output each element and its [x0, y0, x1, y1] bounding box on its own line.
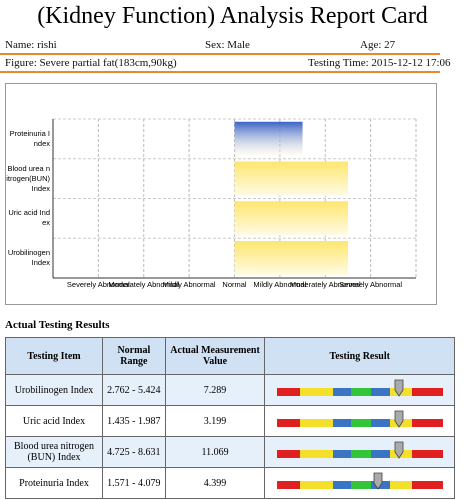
gauge-segment	[332, 418, 351, 427]
gauge-marker	[373, 472, 383, 490]
table-cell: 1.435 - 1.987	[101, 405, 166, 437]
figure: Figure: Severe partial fat(183cm,90kg)	[5, 57, 177, 69]
gauge-segment	[389, 480, 412, 489]
table-cell: 4.725 - 8.631	[101, 436, 166, 468]
gauge-segment	[350, 449, 371, 458]
y-tick-label: Urobilinogen Index	[7, 248, 50, 268]
result-cell	[264, 405, 455, 437]
result-cell	[264, 467, 455, 499]
gauge-segment	[299, 418, 333, 427]
bar	[234, 201, 348, 236]
result-cell	[264, 374, 455, 406]
table-cell: 3.199	[164, 405, 266, 437]
name: Name: rishi	[5, 39, 57, 51]
divider	[0, 71, 440, 73]
table-row: Proteinuria Index 1.571 - 4.079 4.399	[5, 467, 455, 499]
gauge-segment	[350, 480, 371, 489]
gauge-marker	[394, 379, 404, 397]
result-gauge	[276, 441, 443, 459]
column-header: Testing Result	[264, 337, 455, 375]
x-tick-label: Normal	[222, 280, 247, 289]
table-cell: Uric acid Index	[5, 405, 103, 437]
gauge-segment	[332, 387, 351, 396]
age: Age: 27	[360, 39, 396, 51]
gauge-marker	[394, 441, 404, 459]
gauge-segment	[276, 449, 300, 458]
table-row: Urobilinogen Index 2.762 - 5.424 7.289	[5, 374, 455, 406]
y-tick-label: Blood urea nitrogen(BUN) Index	[6, 163, 50, 193]
chart-box: Severely Abnormal Moderately Abnormal Mild…	[5, 83, 437, 305]
gauge-marker	[394, 410, 404, 428]
table-cell: Blood urea nitrogen (BUN) Index	[5, 436, 103, 468]
gauge-segment	[299, 480, 333, 489]
result-cell	[264, 436, 455, 468]
gauge-segment	[370, 387, 390, 396]
gauge-segment	[276, 418, 300, 427]
results-table: Testing Item Normal Range Actual Measureme…	[5, 337, 455, 499]
table-cell: 4.399	[164, 467, 266, 499]
x-tick-label: Moderately Abnormal	[290, 280, 361, 289]
column-header: Normal Range	[101, 337, 166, 375]
gauge-segment	[411, 480, 443, 489]
table-cell: 1.571 - 4.079	[101, 467, 166, 499]
x-tick-label: Severely Abnormal	[339, 280, 402, 289]
column-header: Testing Item	[5, 337, 103, 375]
table-row: Blood urea nitrogen (BUN) Index 4.725 - 8…	[5, 436, 455, 468]
y-tick-label: Proteinuria Index	[9, 128, 50, 148]
gauge-segment	[332, 480, 351, 489]
divider	[0, 53, 440, 55]
y-tick-label: Uric acid Index	[8, 208, 50, 228]
bar	[234, 241, 348, 276]
gauge-segment	[370, 418, 390, 427]
bar	[234, 161, 348, 196]
column-header: Actual Measurement Value	[164, 337, 266, 375]
gauge-segment	[350, 418, 371, 427]
bar	[234, 121, 303, 156]
x-tick-label: Mildly Abnormal	[163, 280, 216, 289]
table-cell: 7.289	[164, 374, 266, 406]
table-title: Actual Testing Results	[5, 319, 110, 331]
sex: Sex: Male	[205, 39, 250, 51]
x-tick-label: Severely Abnormal	[67, 280, 130, 289]
x-tick-label: Moderately Abnormal	[108, 280, 179, 289]
gauge-segment	[332, 449, 351, 458]
gauge-segment	[299, 449, 333, 458]
gauge-segment	[350, 387, 371, 396]
gauge-segment	[299, 387, 333, 396]
report-title: (Kidney Function) Analysis Report Card	[37, 3, 428, 29]
table-cell: Proteinuria Index	[5, 467, 103, 499]
table-cell: 2.762 - 5.424	[101, 374, 166, 406]
gauge-segment	[411, 418, 443, 427]
gauge-segment	[276, 387, 300, 396]
gauge-segment	[276, 480, 300, 489]
header-row: Testing Item Normal Range Actual Measureme…	[5, 337, 455, 375]
x-tick-label: Mildly Abnormal	[253, 280, 306, 289]
table-row: Uric acid Index 1.435 - 1.987 3.199	[5, 405, 455, 437]
result-gauge	[276, 410, 443, 428]
result-gauge	[276, 379, 443, 397]
result-gauge	[276, 472, 443, 490]
table-cell: 11.069	[164, 436, 266, 468]
gauge-segment	[411, 387, 443, 396]
testing-time: Testing Time: 2015-12-12 17:06	[308, 57, 451, 69]
gauge-segment	[370, 449, 390, 458]
table-cell: Urobilinogen Index	[5, 374, 103, 406]
gauge-segment	[411, 449, 443, 458]
